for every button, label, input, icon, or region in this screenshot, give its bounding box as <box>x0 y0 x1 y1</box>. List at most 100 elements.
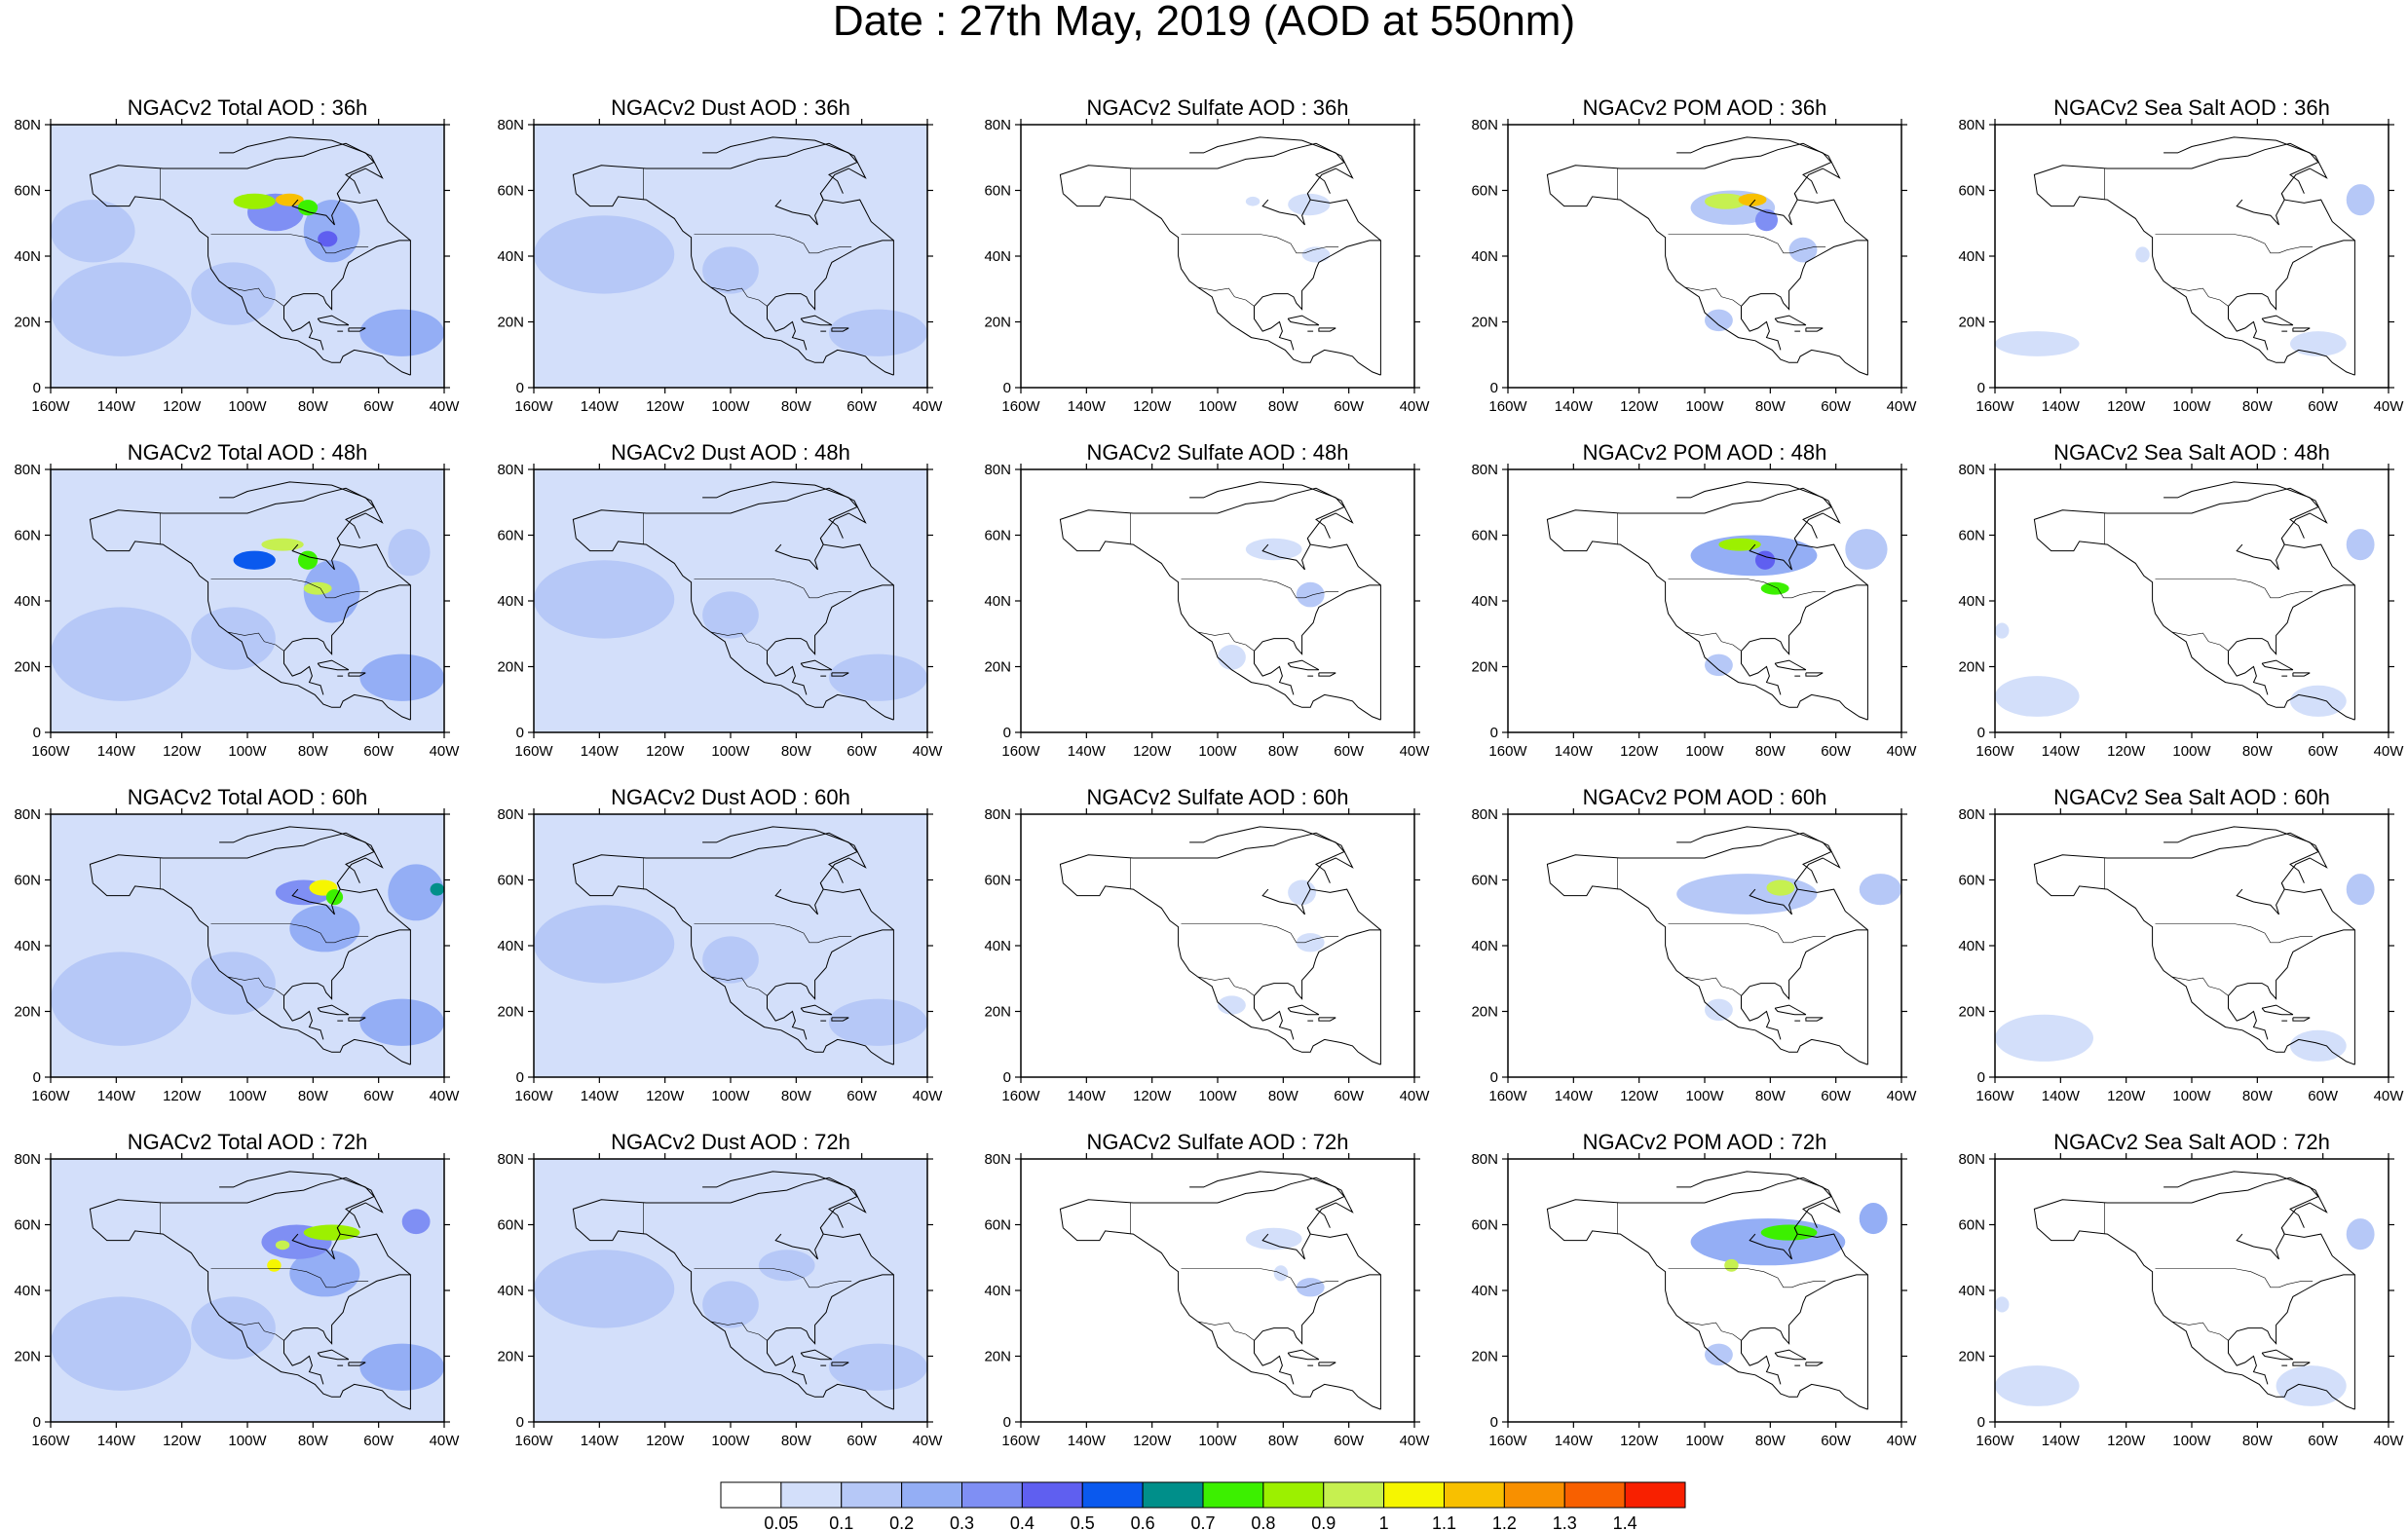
aod-contour-region <box>1859 874 1901 906</box>
aod-contour-region <box>275 193 304 206</box>
lat-tick-label: 60N <box>1958 183 1985 200</box>
lat-tick-label: 0 <box>33 1414 41 1431</box>
lon-tick-label: 100W <box>228 743 267 760</box>
lon-tick-label: 120W <box>2107 743 2146 760</box>
lon-tick-label: 80W <box>781 398 812 415</box>
aod-contour-region <box>534 215 675 294</box>
panel-title: NGACv2 Sea Salt AOD : 48h <box>2053 440 2330 465</box>
aod-contour-region <box>829 1343 927 1391</box>
lon-tick-label: 120W <box>2107 1433 2146 1449</box>
lat-tick-label: 80N <box>984 462 1011 478</box>
map-panel: NGACv2 Sulfate AOD : 36h 80N 60N 40N 20N 0 160… <box>984 95 1430 415</box>
lat-tick-label: 80N <box>14 806 41 823</box>
panel-title: NGACv2 Total AOD : 48h <box>128 440 368 465</box>
colorbar-swatch <box>961 1481 1023 1509</box>
lon-tick-label: 160W <box>31 1088 70 1104</box>
lat-tick-label: 20N <box>14 1004 41 1021</box>
aod-contour-region <box>1245 1227 1302 1251</box>
colorbar-swatch <box>1021 1481 1083 1509</box>
aod-contour-region <box>829 998 927 1046</box>
aod-contour-region <box>702 936 759 984</box>
lat-tick-label: 0 <box>516 380 524 396</box>
map-panel: NGACv2 Sulfate AOD : 60h 80N 60N 40N 20N 0 160… <box>984 785 1430 1104</box>
colorbar-swatch <box>1383 1481 1445 1509</box>
aod-contour-region <box>1296 1278 1325 1297</box>
aod-contour-region <box>2135 246 2150 263</box>
coastline <box>1059 481 1381 721</box>
lat-tick-label: 60N <box>497 183 524 200</box>
country-border <box>160 1203 369 1341</box>
colorbar-label: 0.8 <box>1251 1513 1275 1531</box>
aod-contour-region <box>702 591 759 639</box>
lon-tick-label: 100W <box>1198 1433 1237 1449</box>
lat-tick-label: 40N <box>1958 1283 1985 1299</box>
aod-contour-region <box>303 581 332 595</box>
lat-tick-label: 20N <box>1958 1004 1985 1021</box>
aod-contour-region <box>1288 879 1316 906</box>
lon-tick-label: 160W <box>31 1433 70 1449</box>
colorbar-label: 0.7 <box>1190 1513 1215 1531</box>
lon-tick-label: 80W <box>1755 743 1787 760</box>
lon-tick-label: 40W <box>430 398 461 415</box>
lon-tick-label: 100W <box>2172 743 2211 760</box>
colorbar-label: 0.9 <box>1311 1513 1336 1531</box>
lat-tick-label: 20N <box>1471 659 1498 676</box>
lon-tick-label: 60W <box>363 1088 395 1104</box>
lon-tick-label: 120W <box>1620 1433 1659 1449</box>
colorbar-swatch <box>1202 1481 1264 1509</box>
aod-contour-region <box>191 607 276 670</box>
lon-tick-label: 60W <box>1334 743 1365 760</box>
lat-tick-label: 80N <box>1471 462 1498 478</box>
aod-contour-region <box>401 1209 431 1235</box>
coastline <box>572 136 894 376</box>
lat-tick-label: 60N <box>984 528 1011 544</box>
aod-contour-region <box>1995 622 2010 639</box>
lon-tick-label: 40W <box>430 743 461 760</box>
aod-field-background <box>1021 814 1414 1077</box>
lat-tick-label: 0 <box>1490 725 1498 741</box>
lat-tick-label: 40N <box>1471 1283 1498 1299</box>
lat-tick-label: 40N <box>14 593 41 610</box>
lon-tick-label: 60W <box>1821 743 1852 760</box>
colorbar-swatch <box>1323 1481 1385 1509</box>
aod-contour-region <box>1705 309 1733 332</box>
map-panel: NGACv2 Sulfate AOD : 48h 80N 60N 40N 20N 0 160… <box>984 440 1430 760</box>
aod-contour-region <box>233 193 276 209</box>
coastline <box>572 1171 894 1410</box>
aod-contour-region <box>191 952 276 1015</box>
aod-contour-region <box>51 262 192 356</box>
lon-tick-label: 40W <box>913 743 944 760</box>
lat-tick-label: 0 <box>1003 725 1011 741</box>
lat-tick-label: 80N <box>984 117 1011 133</box>
colorbar-label: 0.5 <box>1071 1513 1095 1531</box>
lon-tick-label: 120W <box>1133 1433 1172 1449</box>
aod-contour-region <box>758 1250 815 1282</box>
lon-tick-label: 140W <box>97 398 136 415</box>
lat-tick-label: 20N <box>1471 315 1498 331</box>
lon-tick-label: 80W <box>298 398 329 415</box>
lat-tick-label: 0 <box>1490 380 1498 396</box>
aod-contour-region <box>534 905 675 984</box>
lon-tick-label: 40W <box>1400 398 1431 415</box>
lat-tick-label: 0 <box>1003 1414 1011 1431</box>
aod-contour-region <box>1754 208 1779 232</box>
aod-contour-region <box>430 882 444 896</box>
panel-title: NGACv2 Dust AOD : 48h <box>611 440 850 465</box>
colorbar-swatch <box>1444 1481 1505 1509</box>
aod-contour-region <box>1676 874 1818 915</box>
lat-tick-label: 80N <box>1958 462 1985 478</box>
lat-tick-label: 80N <box>14 462 41 478</box>
colorbar-label: 1.4 <box>1613 1513 1637 1531</box>
aod-contour-region <box>388 864 444 921</box>
country-border <box>1130 858 1339 996</box>
lon-tick-label: 120W <box>1620 1088 1659 1104</box>
aod-contour-region <box>2346 184 2375 216</box>
country-border <box>1617 1203 1826 1341</box>
lon-tick-label: 100W <box>228 1433 267 1449</box>
lon-tick-label: 100W <box>711 743 750 760</box>
map-panel: NGACv2 POM AOD : 60h 80N 60N 40N 20N 0 160W 140… <box>1471 785 1917 1104</box>
panel-title: NGACv2 Total AOD : 72h <box>128 1130 368 1154</box>
lat-tick-label: 80N <box>984 1151 1011 1168</box>
lon-tick-label: 40W <box>430 1088 461 1104</box>
lon-tick-label: 80W <box>2242 1088 2274 1104</box>
